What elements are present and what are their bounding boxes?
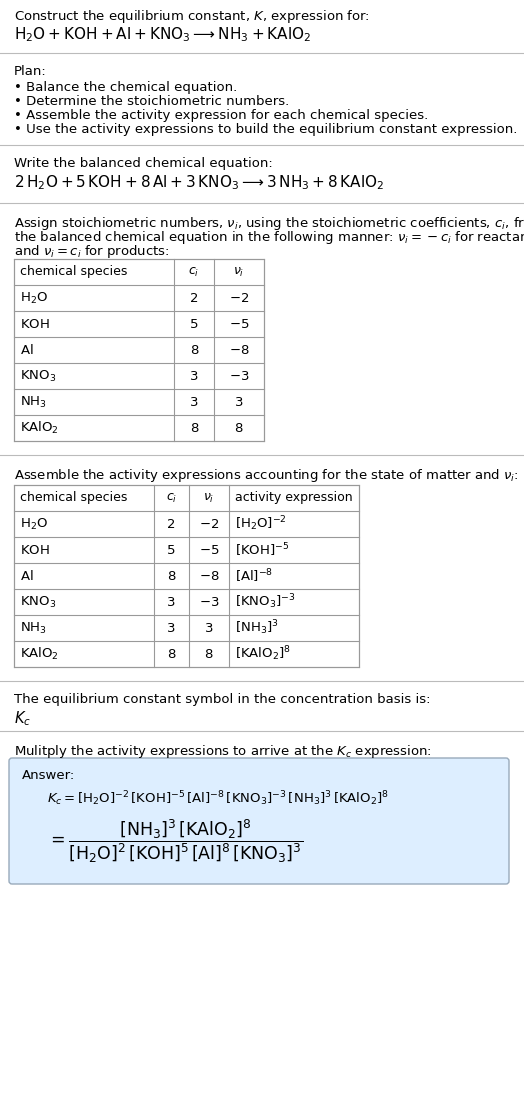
Text: $\mathrm{H_2O + KOH + Al + KNO_3 \longrightarrow NH_3 + KAlO_2}$: $\mathrm{H_2O + KOH + Al + KNO_3 \longri… bbox=[14, 25, 311, 44]
Text: $-8$: $-8$ bbox=[228, 344, 249, 356]
Text: $8$: $8$ bbox=[204, 647, 214, 660]
Text: Plan:: Plan: bbox=[14, 65, 47, 78]
Text: $-8$: $-8$ bbox=[199, 569, 220, 582]
Text: 5: 5 bbox=[190, 318, 198, 331]
Text: $\mathrm{NH_3}$: $\mathrm{NH_3}$ bbox=[20, 621, 47, 635]
Text: $\mathrm{KOH}$: $\mathrm{KOH}$ bbox=[20, 544, 50, 556]
Text: $= \dfrac{[\mathrm{NH_3}]^{3}\,[\mathrm{KAlO_2}]^{8}}{[\mathrm{H_2O}]^{2}\,[\mat: $= \dfrac{[\mathrm{NH_3}]^{3}\,[\mathrm{… bbox=[47, 817, 303, 865]
Text: $K_c = [\mathrm{H_2O}]^{-2}\,[\mathrm{KOH}]^{-5}\,[\mathrm{Al}]^{-8}\,[\mathrm{K: $K_c = [\mathrm{H_2O}]^{-2}\,[\mathrm{KO… bbox=[47, 789, 389, 808]
Text: • Balance the chemical equation.: • Balance the chemical equation. bbox=[14, 81, 237, 95]
Text: 8: 8 bbox=[167, 569, 176, 582]
Bar bbox=[14, 485, 359, 667]
Text: $3$: $3$ bbox=[234, 396, 244, 409]
Text: $\mathrm{KAlO_2}$: $\mathrm{KAlO_2}$ bbox=[20, 420, 59, 436]
Text: 3: 3 bbox=[167, 622, 176, 634]
Text: $\mathrm{KAlO_2}$: $\mathrm{KAlO_2}$ bbox=[20, 646, 59, 662]
FancyBboxPatch shape bbox=[9, 758, 509, 884]
Text: $\mathrm{Al}$: $\mathrm{Al}$ bbox=[20, 343, 34, 357]
Text: Answer:: Answer: bbox=[22, 769, 75, 782]
Text: activity expression: activity expression bbox=[235, 491, 353, 504]
Text: $-2$: $-2$ bbox=[229, 291, 249, 304]
Text: $8$: $8$ bbox=[234, 422, 244, 434]
Text: • Assemble the activity expression for each chemical species.: • Assemble the activity expression for e… bbox=[14, 109, 428, 122]
Text: The equilibrium constant symbol in the concentration basis is:: The equilibrium constant symbol in the c… bbox=[14, 693, 431, 706]
Text: $-2$: $-2$ bbox=[199, 518, 219, 531]
Text: 8: 8 bbox=[190, 344, 198, 356]
Text: $c_i$: $c_i$ bbox=[166, 491, 177, 504]
Text: $[\mathrm{KNO_3}]^{-3}$: $[\mathrm{KNO_3}]^{-3}$ bbox=[235, 592, 296, 611]
Text: $-5$: $-5$ bbox=[199, 544, 219, 556]
Text: Mulitply the activity expressions to arrive at the $K_c$ expression:: Mulitply the activity expressions to arr… bbox=[14, 743, 432, 761]
Text: Assign stoichiometric numbers, $\nu_i$, using the stoichiometric coefficients, $: Assign stoichiometric numbers, $\nu_i$, … bbox=[14, 215, 524, 232]
Text: • Use the activity expressions to build the equilibrium constant expression.: • Use the activity expressions to build … bbox=[14, 123, 517, 136]
Text: $\mathrm{KNO_3}$: $\mathrm{KNO_3}$ bbox=[20, 368, 56, 384]
Text: $[\mathrm{NH_3}]^{3}$: $[\mathrm{NH_3}]^{3}$ bbox=[235, 619, 279, 637]
Text: $\mathrm{KNO_3}$: $\mathrm{KNO_3}$ bbox=[20, 595, 56, 610]
Text: 3: 3 bbox=[167, 596, 176, 609]
Text: $\nu_i$: $\nu_i$ bbox=[233, 266, 245, 278]
Text: 8: 8 bbox=[167, 647, 176, 660]
Text: $-3$: $-3$ bbox=[229, 369, 249, 382]
Text: chemical species: chemical species bbox=[20, 266, 127, 278]
Text: $\mathrm{H_2O}$: $\mathrm{H_2O}$ bbox=[20, 290, 48, 306]
Text: $[\mathrm{Al}]^{-8}$: $[\mathrm{Al}]^{-8}$ bbox=[235, 567, 273, 585]
Text: $\mathrm{KOH}$: $\mathrm{KOH}$ bbox=[20, 318, 50, 331]
Text: 2: 2 bbox=[190, 291, 198, 304]
Text: $-3$: $-3$ bbox=[199, 596, 219, 609]
Text: $\mathrm{NH_3}$: $\mathrm{NH_3}$ bbox=[20, 395, 47, 410]
Text: 3: 3 bbox=[190, 369, 198, 382]
Bar bbox=[14, 259, 264, 441]
Text: 8: 8 bbox=[190, 422, 198, 434]
Text: $\mathrm{H_2O}$: $\mathrm{H_2O}$ bbox=[20, 517, 48, 532]
Text: and $\nu_i = c_i$ for products:: and $\nu_i = c_i$ for products: bbox=[14, 243, 170, 260]
Text: 5: 5 bbox=[167, 544, 176, 556]
Text: 2: 2 bbox=[167, 518, 176, 531]
Text: $[\mathrm{KOH}]^{-5}$: $[\mathrm{KOH}]^{-5}$ bbox=[235, 541, 289, 558]
Text: Construct the equilibrium constant, $K$, expression for:: Construct the equilibrium constant, $K$,… bbox=[14, 8, 370, 25]
Text: the balanced chemical equation in the following manner: $\nu_i = -c_i$ for react: the balanced chemical equation in the fo… bbox=[14, 229, 524, 246]
Text: $K_c$: $K_c$ bbox=[14, 709, 31, 728]
Text: $2\,\mathrm{H_2O} + 5\,\mathrm{KOH} + 8\,\mathrm{Al} + 3\,\mathrm{KNO_3} \longri: $2\,\mathrm{H_2O} + 5\,\mathrm{KOH} + 8\… bbox=[14, 173, 384, 191]
Text: chemical species: chemical species bbox=[20, 491, 127, 504]
Text: $3$: $3$ bbox=[204, 622, 214, 634]
Text: $-5$: $-5$ bbox=[229, 318, 249, 331]
Text: Assemble the activity expressions accounting for the state of matter and $\nu_i$: Assemble the activity expressions accoun… bbox=[14, 467, 519, 484]
Text: $[\mathrm{H_2O}]^{-2}$: $[\mathrm{H_2O}]^{-2}$ bbox=[235, 514, 287, 533]
Text: $\nu_i$: $\nu_i$ bbox=[203, 491, 215, 504]
Text: 3: 3 bbox=[190, 396, 198, 409]
Text: $\mathrm{Al}$: $\mathrm{Al}$ bbox=[20, 569, 34, 582]
Text: $[\mathrm{KAlO_2}]^{8}$: $[\mathrm{KAlO_2}]^{8}$ bbox=[235, 645, 291, 664]
Text: Write the balanced chemical equation:: Write the balanced chemical equation: bbox=[14, 157, 273, 170]
Text: $c_i$: $c_i$ bbox=[188, 266, 200, 278]
Text: • Determine the stoichiometric numbers.: • Determine the stoichiometric numbers. bbox=[14, 95, 289, 108]
